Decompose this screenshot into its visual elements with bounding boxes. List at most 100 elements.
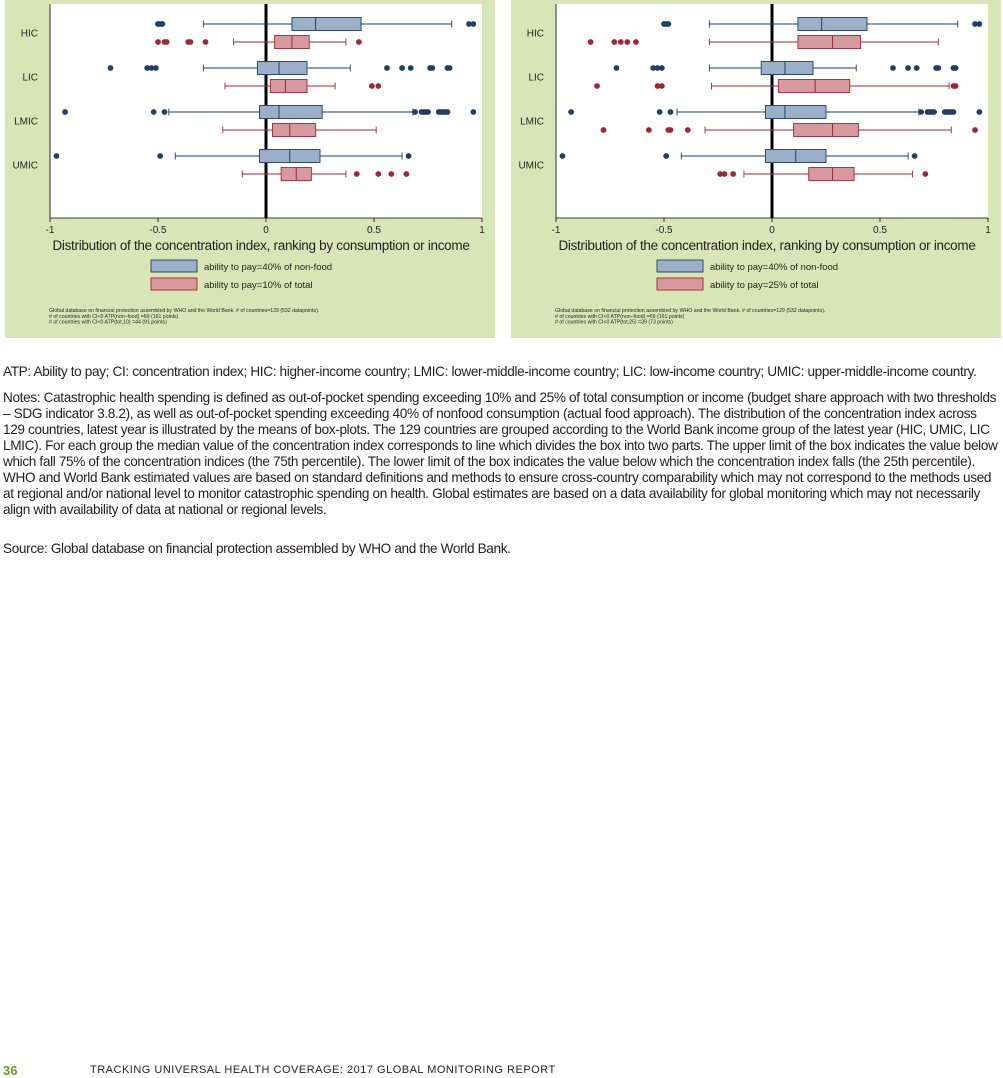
outlier-point — [399, 65, 405, 71]
outlier-point — [730, 171, 737, 177]
boxplot-chart-right: -1 -0.5 0 0.5 1 Distribution of the concentra… — [518, 4, 991, 326]
iqr-box — [256, 61, 308, 75]
outlier-point — [470, 109, 477, 115]
chart-panel-left: -1 -0.5 0 0.5 1 Distribution of the concentra… — [5, 0, 495, 338]
footnote-text: # of countries with CI<0 ATP(tot,25) =39… — [555, 320, 673, 326]
outlier-point — [684, 127, 691, 133]
outlier-point — [163, 39, 170, 45]
outlier-point — [976, 21, 983, 27]
notes-text: Notes: Catastrophic health spending is d… — [3, 390, 998, 517]
page-number: 36 — [3, 1063, 18, 1078]
legend-label: ability to pay=40% of non-food — [204, 262, 332, 273]
footnote-text: # of countries with CI<0 ATP(non–food) =… — [555, 314, 685, 320]
category-label: HIC — [527, 29, 544, 40]
outlier-point — [429, 65, 436, 71]
outlier-point — [144, 65, 151, 71]
x-tick-label: 0 — [769, 225, 775, 236]
legend-label: ability to pay=40% of non-food — [710, 262, 838, 273]
footnote-text: Global database on financial protection … — [555, 308, 825, 314]
outlier-point — [890, 65, 896, 71]
outlier-point — [152, 65, 159, 71]
x-tick-label: -1 — [552, 225, 561, 236]
iqr-box — [272, 123, 317, 137]
x-axis-label: Distribution of the concentration index,… — [558, 238, 975, 253]
category-label: HIC — [21, 29, 38, 40]
outlier-point — [717, 171, 724, 177]
outlier-point — [568, 109, 575, 115]
outlier-point — [62, 109, 69, 115]
outlier-point — [466, 21, 472, 27]
category-label: UMIC — [518, 161, 544, 172]
outlier-point — [355, 39, 362, 45]
chart-panel-right: -1 -0.5 0 0.5 1 Distribution of the concentra… — [511, 0, 1001, 338]
outlier-point — [613, 65, 620, 71]
footnote-text: # of countries with CI<0 ATP(tot,10) =44… — [49, 320, 167, 326]
outlier-point — [654, 83, 661, 89]
outlier-point — [412, 109, 418, 115]
legend-label: ability to pay=25% of total — [710, 280, 819, 291]
outlier-point — [972, 21, 978, 27]
iqr-box — [765, 105, 827, 119]
x-tick-label: 0 — [263, 225, 269, 236]
outlier-point — [952, 83, 959, 89]
source-text: Source: Global database on financial pro… — [3, 541, 511, 556]
outlier-point — [905, 65, 911, 71]
x-tick-label: 1 — [479, 225, 485, 236]
outlier-point — [654, 65, 661, 71]
outlier-point — [375, 83, 382, 89]
x-tick-label: -1 — [46, 225, 55, 236]
outlier-point — [353, 171, 360, 177]
category-label: LIC — [528, 73, 544, 84]
outlier-point — [407, 65, 414, 71]
outlier-point — [446, 65, 453, 71]
outlier-point — [405, 153, 412, 159]
outlier-point — [148, 65, 155, 71]
outlier-point — [952, 65, 959, 71]
outlier-point — [470, 21, 477, 27]
outlier-point — [645, 127, 652, 133]
outlier-point — [913, 65, 920, 71]
iqr-box — [797, 35, 862, 49]
outlier-point — [384, 65, 390, 71]
outlier-point — [911, 153, 918, 159]
iqr-box — [793, 123, 859, 137]
category-label: LIC — [22, 73, 38, 84]
outlier-point — [444, 109, 451, 115]
outlier-point — [594, 83, 600, 89]
outlier-point — [950, 109, 957, 115]
outlier-point — [388, 171, 395, 177]
outlier-point — [375, 171, 382, 177]
footnote-text: Global database on financial protection … — [49, 308, 319, 314]
boxplot-chart-left: -1 -0.5 0 0.5 1 Distribution of the concentra… — [12, 4, 485, 326]
outlier-point — [931, 109, 937, 115]
outlier-point — [187, 39, 194, 45]
outlier-point — [425, 109, 431, 115]
iqr-box — [760, 61, 814, 75]
outlier-point — [107, 65, 114, 71]
outlier-point — [624, 39, 631, 45]
outlier-point — [202, 39, 209, 45]
outlier-point — [611, 39, 618, 45]
outlier-point — [658, 65, 665, 71]
outlier-point — [665, 21, 672, 27]
abbreviations-text: ATP: Ability to pay; CI: concentration i… — [3, 364, 977, 379]
category-label: LMIC — [520, 117, 544, 128]
outlier-point — [935, 65, 942, 71]
outlier-point — [559, 153, 566, 159]
legend-swatch — [150, 259, 198, 273]
legend-swatch — [656, 277, 704, 291]
legend-swatch — [656, 259, 704, 273]
outlier-point — [157, 153, 164, 159]
outlier-point — [159, 21, 166, 27]
outlier-point — [918, 109, 924, 115]
legend-swatch — [150, 277, 198, 291]
outlier-point — [976, 109, 983, 115]
outlier-point — [600, 127, 607, 133]
iqr-box — [259, 105, 323, 119]
outlier-point — [53, 153, 60, 159]
outlier-point — [667, 109, 674, 115]
iqr-box — [778, 79, 851, 93]
outlier-point — [587, 39, 594, 45]
footnote-text: # of countries with CI<0 ATP(non–food) =… — [49, 314, 179, 320]
outlier-point — [155, 39, 161, 45]
